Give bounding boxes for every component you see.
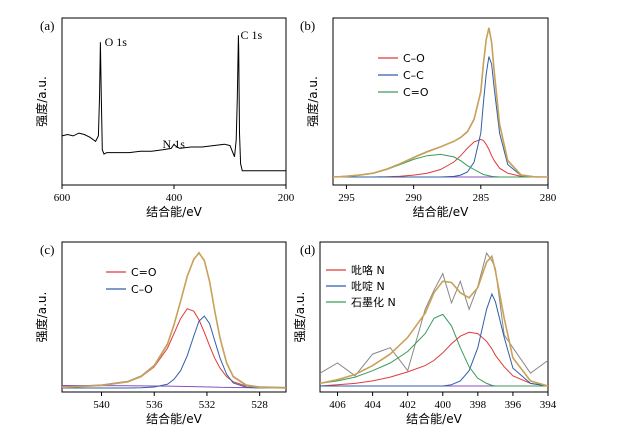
panel-label: (b) [300,18,315,33]
plot-frame [319,241,549,393]
x-tick-label: 396 [505,399,522,411]
x-axis-label: 结合能/eV [146,411,202,426]
x-tick-label: 394 [540,399,557,411]
legend-label: C–O [131,283,153,296]
legend-label: C=O [403,86,429,99]
panel-1: 600 400 200 结合能/eV 强度/a.u. (a) O 1s N 1s C 1s [34,17,295,219]
envelope-line [61,251,287,389]
x-tick-label: 200 [278,192,295,204]
component-line [319,313,548,387]
legend-label: 吡啶 N [351,279,385,293]
x-tick-label: 398 [470,399,487,411]
legend-label: C–O [403,52,425,65]
y-axis-label: 强度/a.u. [292,292,307,343]
x-tick-label: 402 [399,399,416,411]
baseline-line [61,385,287,389]
x-tick-label: 290 [405,192,422,204]
x-tick-label: 280 [540,192,557,204]
x-tick-label: 295 [338,192,355,204]
panel-label: (d) [300,242,315,257]
plot-frame [332,17,549,186]
legend-label: 石墨化 N [351,295,396,309]
raw-data-line [319,251,549,377]
x-tick-label: 400 [166,192,183,204]
x-axis-label: 结合能/eV [413,204,469,219]
y-axis-label: 强度/a.u. [34,292,49,343]
peak-annotation: C 1s [241,28,263,42]
x-axis-label: 结合能/eV [406,411,462,426]
peak-annotation: O 1s [105,35,128,49]
y-axis-label: 强度/a.u. [305,76,320,127]
raw-data-line [61,251,287,388]
survey-line [61,35,286,172]
x-tick-label: 540 [93,399,110,411]
x-tick-label: 404 [364,399,381,411]
x-tick-label: 532 [199,399,216,411]
envelope-line [332,27,548,178]
peak-annotation: N 1s [163,137,186,151]
legend-label: C=O [131,266,157,279]
envelope-line [319,254,549,387]
x-tick-label: 536 [146,399,163,411]
legend-label: C–C [403,69,424,82]
x-tick-label: 600 [54,192,71,204]
x-axis-label: 结合能/eV [146,204,202,219]
component-line [320,292,549,387]
x-tick-label: 528 [251,399,268,411]
y-axis-label: 强度/a.u. [34,76,49,127]
x-tick-label: 400 [435,399,452,411]
plot-frame [61,17,287,186]
plot-frame [61,241,287,393]
component-line [62,315,286,389]
panel-4: 406 404 402 400 398 396 394 结合能/eV 强度/a.u. (d) 吡咯 … [292,241,557,426]
legend-label: 吡咯 N [351,263,385,277]
panel-label: (a) [40,18,54,33]
component-line [319,331,549,387]
panel-label: (c) [40,242,54,257]
x-tick-label: 285 [473,192,490,204]
x-tick-label: 406 [329,399,346,411]
panel-3: 540 536 532 528 结合能/eV 强度/a.u. (c) C=O C–O [34,241,287,426]
panel-2: 295 290 285 280 结合能/eV 强度/a.u. (b) C–O C–C C=O [300,17,557,219]
component-line [333,56,548,178]
component-line [61,308,287,389]
